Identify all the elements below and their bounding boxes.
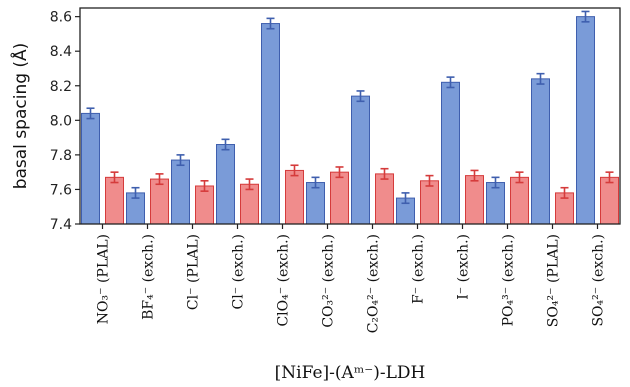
- bar-series-2: [465, 175, 484, 225]
- y-axis-ticks: 7.4 7.6 7.8 8.0 8.2 8.4 8.6: [50, 10, 80, 233]
- y-tick-label: 7.6: [50, 182, 72, 198]
- y-tick-label: 8.2: [50, 79, 72, 95]
- x-category-label: SO₄²⁻ (exch.): [591, 234, 607, 327]
- bar-series-1: [306, 182, 325, 225]
- error-bars-layer: [86, 10, 614, 205]
- bars-layer: [81, 16, 619, 225]
- y-tick-label: 7.4: [50, 217, 72, 233]
- bar-series-1: [351, 95, 370, 225]
- x-category-label: Cl⁻ (exch.): [231, 234, 247, 309]
- x-category-label: ClO₄⁻ (exch.): [276, 234, 292, 327]
- y-tick-label: 7.8: [50, 148, 72, 164]
- x-axis-title: [NiFe]-(Aᵐ⁻)-LDH: [275, 363, 426, 383]
- x-category-label: F⁻ (exch.): [411, 234, 427, 304]
- bar-series-2: [150, 178, 169, 225]
- bar-series-1: [261, 23, 280, 225]
- x-category-label: PO₄³⁻ (exch.): [501, 234, 517, 326]
- bar-series-2: [375, 173, 394, 225]
- bar-series-1: [81, 112, 100, 225]
- x-category-label: Cl⁻ (PLAL): [186, 234, 202, 310]
- y-axis-title: basal spacing (Å): [9, 43, 31, 190]
- x-category-label: C₂O₄²⁻ (exch.): [366, 234, 382, 333]
- x-category-label: I⁻ (exch.): [456, 234, 472, 300]
- bar-series-1: [576, 16, 595, 225]
- y-tick-label: 8.4: [50, 44, 72, 60]
- bar-series-2: [285, 169, 304, 225]
- bar-series-1: [171, 159, 190, 225]
- x-category-label: BF₄⁻ (exch.): [141, 234, 157, 320]
- bar-series-2: [105, 176, 124, 225]
- x-category-label: SO₄²⁻ (PLAL): [546, 234, 562, 327]
- bar-series-2: [330, 171, 349, 225]
- bar-series-1: [486, 182, 505, 225]
- x-category-label: CO₃²⁻ (exch.): [321, 234, 337, 328]
- x-axis-ticks: NO₃⁻ (PLAL) BF₄⁻ (exch.) Cl⁻ (PLAL) Cl⁻ (ex…: [96, 224, 607, 333]
- y-tick-label: 8.0: [50, 113, 72, 129]
- plot-frame: [79, 7, 621, 225]
- bar-series-1: [216, 144, 235, 225]
- bar-series-2: [600, 176, 619, 225]
- bar-series-1: [531, 78, 550, 225]
- bar-series-2: [510, 176, 529, 225]
- bar-series-2: [420, 180, 439, 225]
- bar-series-1: [441, 81, 460, 225]
- x-category-label: NO₃⁻ (PLAL): [96, 234, 112, 324]
- y-tick-label: 8.6: [50, 10, 72, 26]
